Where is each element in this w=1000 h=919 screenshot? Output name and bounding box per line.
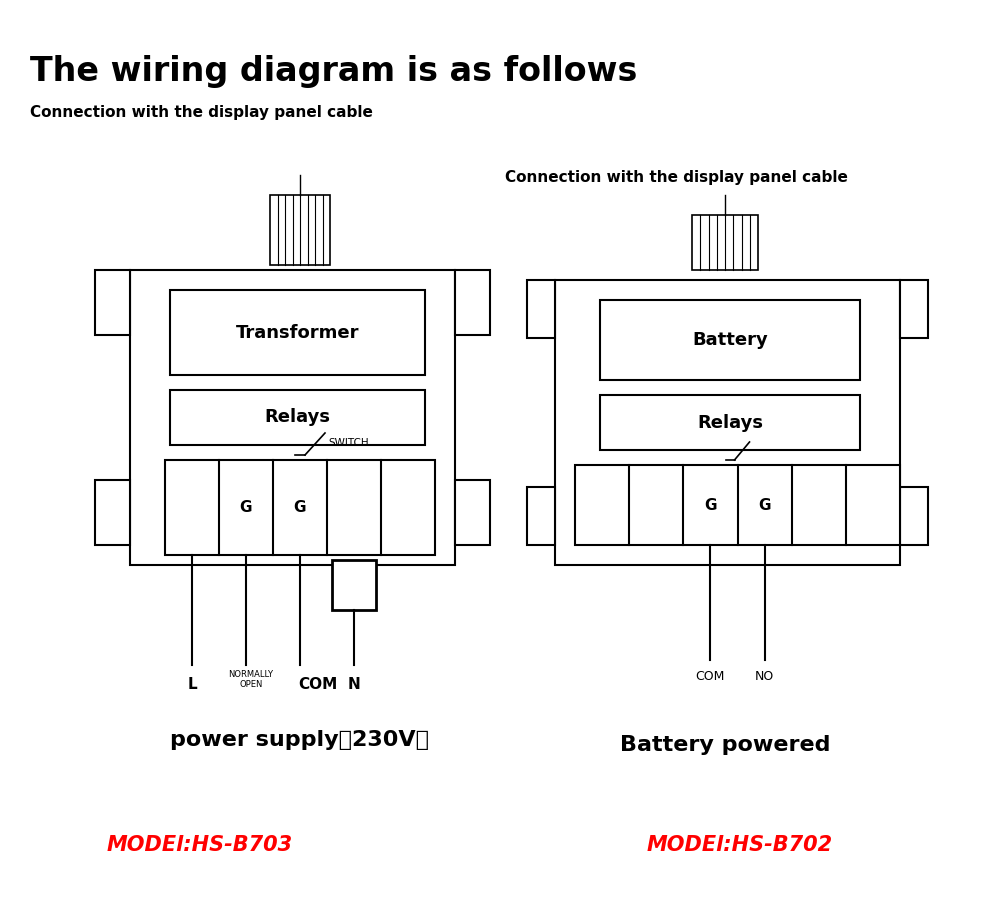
Bar xyxy=(130,270,455,565)
Text: Connection with the display panel cable: Connection with the display panel cable xyxy=(30,105,373,120)
Bar xyxy=(170,390,425,445)
Text: MODEl:HS-B702: MODEl:HS-B702 xyxy=(647,835,833,855)
Bar xyxy=(527,487,555,545)
Text: power supply（230V）: power supply（230V） xyxy=(170,730,430,750)
Text: COM: COM xyxy=(696,670,725,683)
Text: Relays: Relays xyxy=(697,414,763,432)
Text: NO: NO xyxy=(755,670,774,683)
Text: G: G xyxy=(758,497,771,513)
Bar xyxy=(692,215,758,270)
Bar xyxy=(270,195,330,265)
Bar xyxy=(900,487,928,545)
Text: NORMALLY
OPEN: NORMALLY OPEN xyxy=(228,670,274,689)
Text: G: G xyxy=(294,500,306,515)
Bar xyxy=(600,300,860,380)
Bar xyxy=(332,560,376,610)
Bar xyxy=(555,280,900,565)
Bar xyxy=(95,480,130,545)
Text: COM: COM xyxy=(298,677,338,692)
Bar xyxy=(575,465,900,545)
Text: N: N xyxy=(348,677,360,692)
Bar xyxy=(170,290,425,375)
Text: L: L xyxy=(187,677,197,692)
Text: Relays: Relays xyxy=(264,409,330,426)
Text: SWITCH: SWITCH xyxy=(328,438,369,448)
Bar xyxy=(455,270,490,335)
Text: Transformer: Transformer xyxy=(236,323,359,342)
Text: Battery powered: Battery powered xyxy=(620,735,830,755)
Bar xyxy=(95,270,130,335)
Bar xyxy=(600,395,860,450)
Text: G: G xyxy=(704,497,717,513)
Text: MODEl:HS-B703: MODEl:HS-B703 xyxy=(107,835,293,855)
Bar xyxy=(165,460,435,555)
Bar xyxy=(455,480,490,545)
Text: Battery: Battery xyxy=(692,331,768,349)
Text: The wiring diagram is as follows: The wiring diagram is as follows xyxy=(30,55,637,88)
Text: Connection with the display panel cable: Connection with the display panel cable xyxy=(505,170,848,185)
Bar xyxy=(527,280,555,338)
Bar xyxy=(900,280,928,338)
Text: G: G xyxy=(240,500,252,515)
